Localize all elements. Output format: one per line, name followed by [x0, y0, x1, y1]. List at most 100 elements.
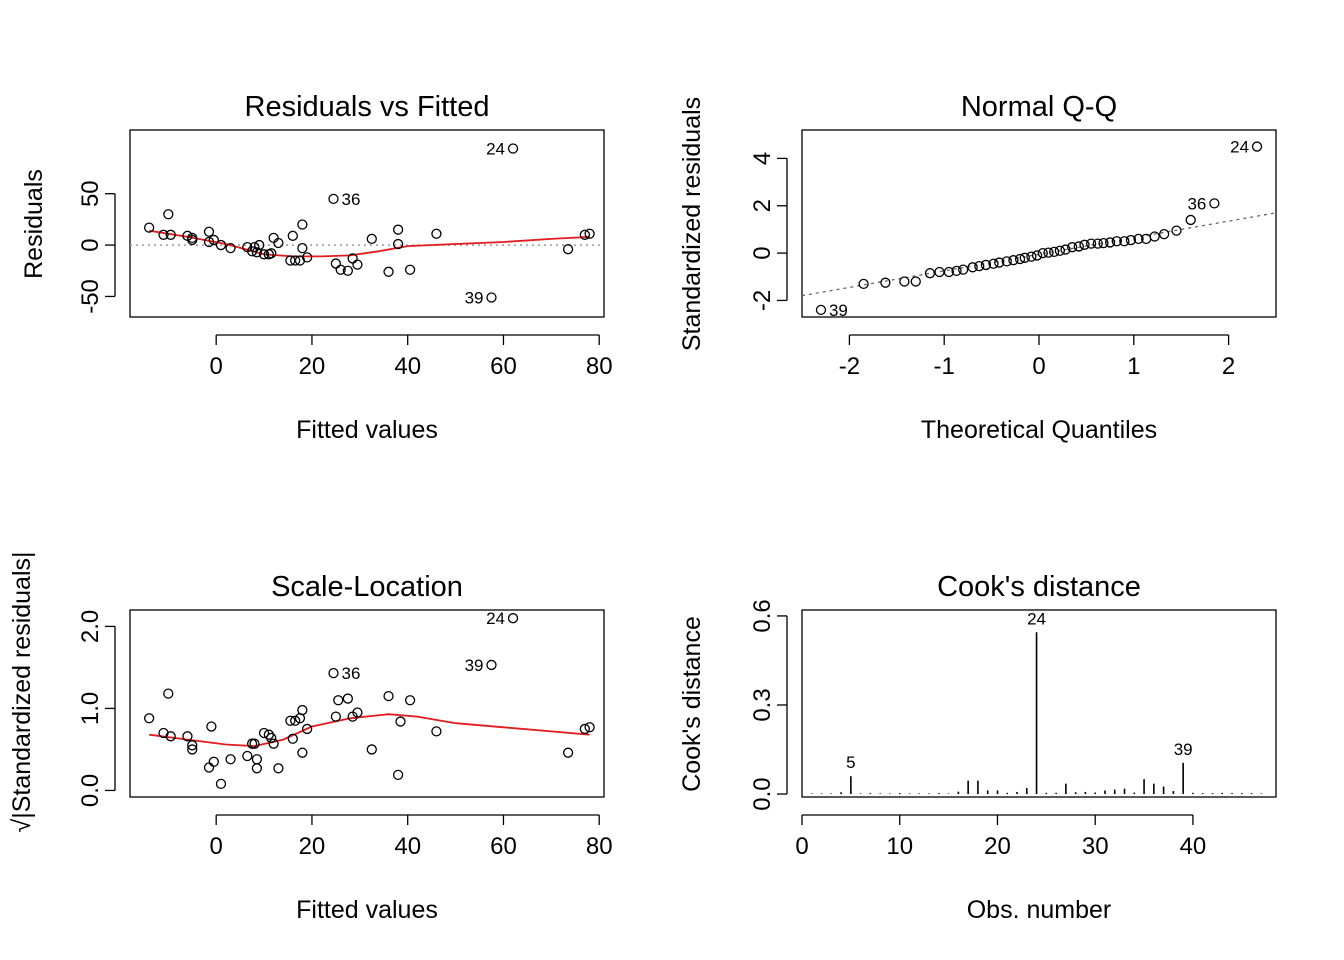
x-tick-label: 0 — [1032, 353, 1045, 380]
point-label: 5 — [846, 753, 855, 772]
data-point — [1031, 250, 1043, 261]
point-label: 36 — [341, 190, 360, 209]
y-tick-label: 0.3 — [749, 688, 776, 721]
y-tick-label: 0 — [749, 246, 776, 259]
data-point — [1073, 241, 1084, 252]
y-tick-label: 2 — [749, 199, 776, 212]
residuals-vs-fitted-panel: Residuals vs Fitted Fitted values Residu… — [20, 91, 613, 444]
data-point — [297, 747, 308, 758]
x-axis-label: Theoretical Quantiles — [921, 416, 1157, 444]
point-label: 24 — [1230, 138, 1249, 157]
data-point — [158, 229, 169, 240]
data-point — [342, 693, 353, 704]
data-point — [203, 762, 215, 773]
data-point — [187, 744, 198, 755]
y-tick-label: 0.0 — [77, 774, 104, 807]
data-point — [225, 243, 236, 254]
plot-frame — [801, 609, 1277, 798]
x-tick-label: 60 — [490, 353, 517, 380]
data-point — [934, 266, 945, 278]
data-point — [208, 234, 219, 246]
data-point — [431, 228, 442, 239]
data-point — [203, 226, 215, 237]
data-point — [251, 754, 263, 765]
data-point — [187, 740, 198, 751]
data-point — [242, 750, 253, 762]
point-label: 36 — [341, 664, 360, 683]
data-point — [383, 690, 394, 702]
point-label: 39 — [465, 288, 484, 307]
data-point — [335, 264, 346, 275]
x-tick-label: 0 — [210, 353, 223, 380]
data-point — [1054, 245, 1066, 256]
data-point — [815, 304, 827, 316]
x-tick-label: 80 — [586, 833, 613, 860]
data-point — [215, 239, 227, 251]
x-axis-label: Fitted values — [296, 896, 438, 924]
y-tick-label: 0.0 — [749, 777, 776, 810]
data-point — [988, 258, 999, 269]
point-label: 39 — [465, 656, 484, 675]
data-point — [1037, 247, 1048, 259]
data-point — [1158, 229, 1170, 240]
data-point — [1085, 238, 1097, 249]
data-point — [330, 711, 342, 722]
x-tick-label: -1 — [934, 353, 955, 380]
data-point — [1026, 251, 1037, 262]
data-point — [858, 278, 869, 290]
data-point — [974, 260, 985, 272]
data-point — [507, 143, 519, 154]
data-point — [392, 224, 404, 235]
data-point — [352, 707, 363, 718]
data-point — [1171, 225, 1182, 236]
scale-location-panel: Scale-Location Fitted values √|Standardi… — [8, 551, 613, 924]
y-tick-label: 1.0 — [77, 692, 104, 725]
x-tick-label: 20 — [984, 833, 1011, 860]
data-point — [163, 209, 174, 220]
data-point — [967, 262, 978, 273]
data-point — [395, 716, 406, 727]
data-point — [1079, 239, 1090, 250]
data-point — [562, 244, 574, 255]
point-label: 39 — [829, 301, 848, 320]
data-point — [584, 722, 595, 733]
data-point — [328, 668, 339, 679]
x-tick-label: 40 — [394, 833, 421, 860]
data-point — [1251, 141, 1263, 152]
y-tick-label: -50 — [77, 279, 104, 314]
data-point — [290, 255, 301, 266]
data-point — [206, 721, 217, 732]
data-point — [333, 695, 344, 706]
y-tick-label: 0.6 — [749, 599, 776, 632]
data-point — [182, 731, 193, 742]
y-tick-label: 50 — [77, 180, 104, 207]
plot-frame — [129, 609, 605, 798]
data-point — [980, 259, 992, 271]
panel-title: Normal Q-Q — [961, 91, 1117, 123]
data-point — [273, 237, 284, 249]
point-label: 24 — [1027, 609, 1046, 628]
data-point — [1185, 214, 1196, 226]
data-point — [404, 264, 416, 275]
data-point — [263, 729, 274, 740]
x-tick-label: 60 — [490, 833, 517, 860]
data-point — [392, 769, 404, 781]
data-point — [258, 249, 270, 260]
data-point — [1149, 231, 1160, 242]
data-point — [1019, 252, 1030, 263]
data-point — [203, 236, 215, 248]
data-point — [144, 713, 155, 724]
y-axis-label: Standardized residuals — [678, 97, 706, 351]
point-label: 39 — [1174, 740, 1193, 759]
data-point — [880, 277, 891, 288]
x-tick-label: 10 — [886, 833, 913, 860]
data-point — [287, 733, 298, 744]
data-point — [144, 222, 155, 233]
data-point — [290, 715, 301, 726]
x-tick-label: 0 — [210, 833, 223, 860]
data-point — [165, 229, 176, 240]
plot-frame — [129, 129, 605, 318]
data-point — [1125, 234, 1137, 246]
y-tick-label: 0 — [77, 238, 104, 251]
